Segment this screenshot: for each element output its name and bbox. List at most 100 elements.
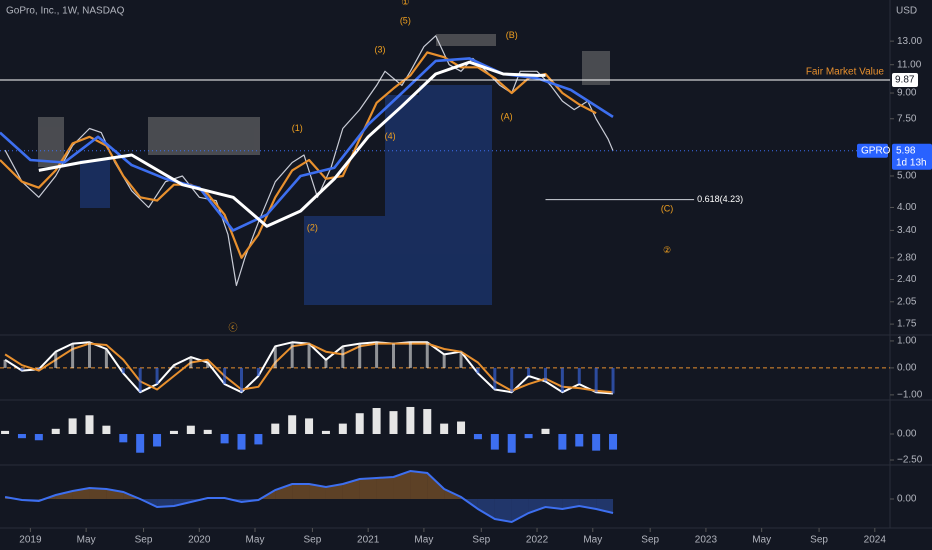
area-segment [292, 484, 310, 499]
histogram-bar [457, 421, 466, 435]
fair-value-tag: 9.87 [895, 75, 915, 86]
zones [38, 34, 610, 305]
area-segment [89, 488, 107, 499]
y-tick-label: 1.00 [897, 336, 917, 347]
histogram-bar [338, 423, 347, 435]
x-tick-label: May [246, 535, 265, 546]
y-tick-label: 0.00 [897, 429, 917, 440]
zone [304, 216, 492, 305]
histogram-bar [136, 434, 145, 453]
area-segment [410, 471, 428, 499]
wave-label: ⓒ [229, 323, 238, 333]
x-tick-label: Sep [304, 535, 322, 546]
x-tick-label: Sep [135, 535, 153, 546]
histogram-bar [406, 406, 415, 435]
area-segment [275, 484, 293, 499]
area-segment [342, 479, 360, 499]
y-tick-label: −2.50 [897, 455, 923, 466]
wave-label: (3) [374, 44, 385, 54]
area-segment [427, 473, 445, 499]
histogram-bar [575, 434, 584, 447]
x-tick-label: 2024 [864, 535, 887, 546]
wave-label: (2) [307, 223, 318, 233]
histogram-bar [524, 434, 533, 439]
x-tick-label: 2021 [357, 535, 380, 546]
currency: USD [896, 6, 917, 17]
area-segment [359, 478, 377, 499]
x-tick-label: May [752, 535, 771, 546]
countdown-label: 1d 13h [896, 157, 927, 168]
x-tick-label: Sep [810, 535, 828, 546]
zone [80, 160, 110, 208]
series-line [38, 60, 546, 228]
area-segment [325, 484, 343, 499]
x-tick-label: 2023 [695, 535, 718, 546]
histogram-bar [305, 418, 314, 435]
area-segment [376, 477, 394, 499]
symbol-label: GPRO [861, 145, 891, 156]
zone [419, 85, 492, 216]
area-line [4, 469, 614, 524]
x-tick-label: May [77, 535, 96, 546]
x-tick-label: 2022 [526, 535, 549, 546]
area-segment [511, 499, 529, 522]
y-tick-label: 0.00 [897, 494, 917, 505]
wave-label: (B) [506, 30, 518, 40]
histogram-bar [389, 411, 398, 435]
wave-label: (1) [292, 123, 303, 133]
wave-label: (C) [661, 204, 674, 214]
fair-value-label: Fair Market Value [806, 67, 885, 78]
y-tick-label: 2.40 [897, 274, 917, 285]
histogram-bar [153, 434, 162, 447]
histogram-bar [271, 423, 280, 435]
symbol-tag [857, 143, 888, 158]
last-price-label: 5.98 [896, 145, 916, 156]
y-tick-label: 11.00 [897, 59, 922, 70]
area-segment [157, 499, 174, 507]
histogram-bar [254, 434, 263, 445]
chart-title: GoPro, Inc., 1W, NASDAQ [6, 6, 125, 17]
histogram-bar [68, 418, 77, 435]
histogram-bar [558, 434, 567, 450]
histogram-bar [507, 434, 516, 453]
x-tick-label: Sep [472, 535, 490, 546]
histogram-bar [1, 430, 10, 435]
y-tick-label: 2.80 [897, 252, 917, 263]
histogram-bar [203, 429, 212, 435]
histogram-bar [490, 434, 499, 450]
y-tick-label: 0.00 [897, 363, 917, 374]
histogram-bar [51, 428, 60, 435]
fib-label: 0.618(4.23) [697, 194, 743, 204]
histogram-bar [355, 413, 364, 435]
histogram-bar [119, 434, 128, 443]
x-tick-label: May [414, 535, 433, 546]
histogram-bar [440, 423, 449, 435]
area-segment [494, 499, 512, 522]
x-tick-label: May [583, 535, 602, 546]
histogram-bar [34, 434, 43, 441]
histogram-bar [592, 434, 601, 451]
zone [582, 51, 610, 85]
y-tick-label: 3.40 [897, 225, 917, 236]
histogram-bar [473, 434, 482, 440]
histogram-bar [237, 434, 246, 450]
zone [38, 117, 64, 167]
wave-label: ② [663, 245, 671, 255]
histogram-bar [541, 428, 550, 435]
wave-label: (4) [385, 131, 396, 141]
zone [436, 34, 496, 46]
x-tick-label: Sep [641, 535, 659, 546]
y-tick-label: 13.00 [897, 36, 922, 47]
area-segment [528, 499, 546, 513]
histogram-bar [85, 415, 94, 435]
x-tick-label: 2019 [19, 535, 42, 546]
wave-label: (5) [400, 15, 411, 25]
price-tag [892, 73, 918, 88]
y-tick-label: 5.00 [897, 171, 917, 182]
y-tick-label: 7.50 [897, 113, 917, 124]
histogram-bar [220, 434, 229, 444]
y-tick-label: 4.00 [897, 202, 917, 213]
wave-label: ① [401, 0, 409, 7]
histogram-bar [321, 430, 330, 435]
zone [385, 95, 419, 216]
